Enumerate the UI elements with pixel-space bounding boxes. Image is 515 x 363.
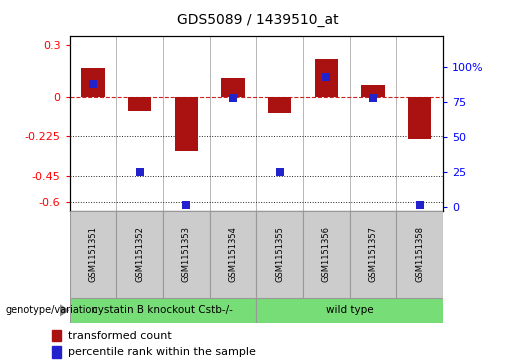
Bar [52,346,61,358]
Text: GSM1151352: GSM1151352 [135,226,144,282]
Bar [268,97,291,113]
Text: transformed count: transformed count [67,331,171,341]
Text: cystatin B knockout Cstb-/-: cystatin B knockout Cstb-/- [92,305,233,315]
Bar [210,211,256,298]
Bar [52,330,61,341]
Point [276,170,284,175]
Text: GSM1151358: GSM1151358 [415,226,424,282]
Bar [256,298,443,323]
Text: GSM1151354: GSM1151354 [228,226,237,282]
Point [322,74,330,80]
Point [369,95,377,101]
Bar [361,85,385,97]
Point [182,202,191,208]
Polygon shape [60,305,69,316]
Bar [408,97,431,139]
Text: GSM1151357: GSM1151357 [368,226,377,282]
Point [135,170,144,175]
Bar [163,211,210,298]
Bar [303,211,350,298]
Text: GSM1151356: GSM1151356 [322,226,331,282]
Text: percentile rank within the sample: percentile rank within the sample [67,347,255,357]
Bar [116,211,163,298]
Bar [70,298,256,323]
Text: wild type: wild type [326,305,373,315]
Bar [81,68,105,97]
Bar [221,78,245,97]
Bar [350,211,396,298]
Bar [175,97,198,151]
Bar [70,211,116,298]
Bar [128,97,151,111]
Text: GSM1151353: GSM1151353 [182,226,191,282]
Bar [256,211,303,298]
Point [89,81,97,87]
Text: GSM1151355: GSM1151355 [275,226,284,282]
Bar [315,59,338,97]
Point [229,95,237,101]
Text: genotype/variation: genotype/variation [5,305,98,315]
Text: GSM1151351: GSM1151351 [89,226,97,282]
Text: GDS5089 / 1439510_at: GDS5089 / 1439510_at [177,13,338,27]
Point [416,202,424,208]
Bar [396,211,443,298]
